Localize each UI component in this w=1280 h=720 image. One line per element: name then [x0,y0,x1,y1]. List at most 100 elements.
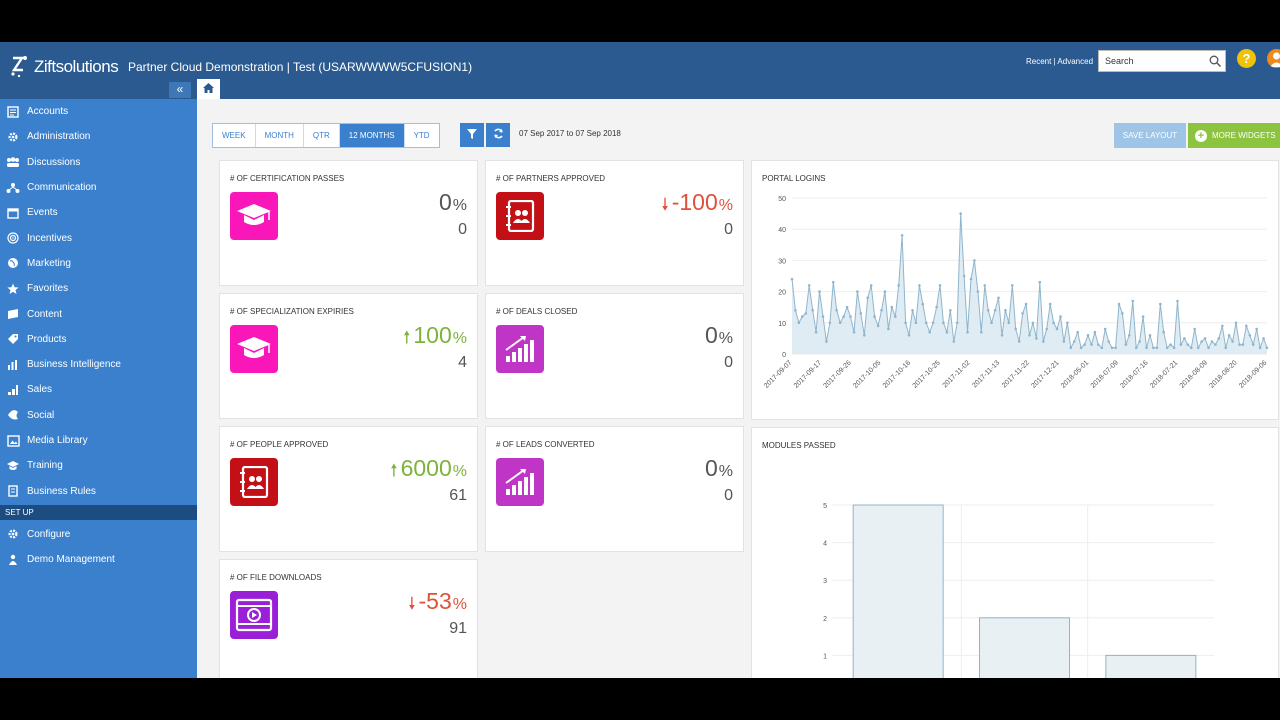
sidebar-item-sales[interactable]: Sales [0,377,197,402]
sidebar-item-configure[interactable]: Configure [0,522,197,547]
data-point [969,277,973,281]
data-point [1066,321,1069,325]
data-point [1045,327,1048,331]
setup-list: Configure Demo Management [0,522,197,573]
help-button[interactable]: ? [1237,49,1256,68]
sidebar-item-label: Discussions [27,156,81,168]
rules-icon [6,485,20,497]
stat-widget: # OF DEALS CLOSED 0% 0 [485,293,744,419]
data-point [801,315,804,318]
data-point [1128,334,1131,337]
range-qtr-button[interactable]: QTR [304,124,340,147]
data-point [1042,340,1045,343]
filter-button[interactable] [460,123,484,147]
widget-title: # OF DEALS CLOSED [496,307,578,316]
range-ytd-button[interactable]: YTD [413,131,430,140]
setup-section-header: SET UP [0,504,197,520]
sidebar-item-business-rules[interactable]: Business Rules [0,478,197,503]
data-point [1107,340,1110,343]
percent-sign: % [452,330,467,347]
sidebar-item-label: Products [27,333,67,345]
modules-passed-chart: 012345Introduction to Selling the TAMCO … [823,503,1214,678]
sidebar-item-administration[interactable]: Administration [0,124,197,149]
data-point [1203,337,1207,340]
data-point [1038,280,1042,284]
arrow-down-icon: 🠗 [661,195,669,214]
communication-icon [6,182,20,194]
data-point [1017,340,1021,343]
data-point [1145,346,1148,350]
sidebar-item-events[interactable]: Events [0,200,197,225]
globe-icon [6,257,20,269]
data-point [1152,346,1155,350]
sidebar-item-discussions[interactable]: Discussions [0,150,197,175]
search-box[interactable] [1098,50,1226,72]
sidebar-item-incentives[interactable]: Incentives [0,225,197,250]
data-point [807,284,811,287]
percent-value: 100 [413,322,452,348]
recent-advanced-links[interactable]: Recent | Advanced [1026,57,1094,66]
data-point [1134,346,1138,350]
portal-logins-widget: PORTAL LOGINS 0 10 20 30 40 50 2017-09-07 2017-… [751,160,1279,420]
stat-widget: # OF FILE DOWNLOADS 🠗 -53% 91 [219,559,478,678]
modules-passed-widget: MODULES PASSED 012345Introduction to Sel… [751,427,1279,678]
percent-value: 6000 [400,455,452,481]
data-point [821,315,825,318]
logo-text: Ziftsolutions [34,57,119,76]
data-point [945,330,949,334]
data-point [835,309,838,312]
sidebar-item-favorites[interactable]: Favorites [0,276,197,301]
target-icon [6,232,20,244]
home-tab[interactable] [197,79,220,99]
range-week-button[interactable]: WEEK [213,124,256,147]
collapse-sidebar-button[interactable]: « [169,82,191,98]
search-input[interactable] [1099,51,1199,71]
sidebar-item-training[interactable]: Training [0,453,197,478]
sidebar-item-demo-management[interactable]: Demo Management [0,547,197,572]
save-layout-button[interactable]: SAVE LAYOUT [1114,123,1186,148]
sidebar-item-accounts[interactable]: Accounts [0,99,197,124]
sidebar-item-label: Administration [27,131,91,143]
sidebar-item-social[interactable]: Social [0,403,197,428]
range-12-months-button[interactable]: 12 MONTHS [339,124,405,147]
data-point [859,312,863,315]
content-icon [6,308,20,320]
data-point [790,277,794,281]
data-point [918,284,921,287]
data-point [1155,346,1159,350]
nav-list: Accounts Administration Discussions Communi… [0,99,197,504]
sidebar-item-media-library[interactable]: Media Library [0,428,197,453]
sidebar-item-business-intelligence[interactable]: Business Intelligence [0,352,197,377]
data-point [1210,340,1214,343]
percent-change: 0% [439,189,467,216]
more-widgets-button[interactable]: + MORE WIDGETS [1188,123,1280,148]
widget-title: # OF PEOPLE APPROVED [230,440,329,449]
data-point [1179,343,1183,346]
data-point [811,309,814,312]
growth-chart-icon [496,325,544,373]
count-value: 0 [724,221,733,238]
sidebar-item-label: Configure [27,528,71,540]
data-point [990,321,993,325]
sidebar-item-communication[interactable]: Communication [0,175,197,200]
user-avatar[interactable] [1267,49,1280,68]
data-point [904,321,907,325]
refresh-button[interactable] [486,123,510,147]
data-point [900,234,904,237]
y-tick-label: 40 [778,227,786,234]
stat-widget: # OF CERTIFICATION PASSES 0% 0 [219,160,478,286]
data-point [1086,334,1090,337]
sidebar-item-label: Marketing [27,257,71,269]
tag-icon [6,333,20,345]
count-value: 0 [724,354,733,371]
logo[interactable]: Ziftsolutions [10,50,119,84]
sidebar-item-content[interactable]: Content [0,301,197,326]
sidebar-item-marketing[interactable]: Marketing [0,251,197,276]
data-point [1031,321,1035,325]
data-point [880,309,883,312]
x-tick-label: 2017-10-05 [852,359,882,389]
sidebar-item-products[interactable]: Products [0,327,197,352]
search-icon[interactable] [1209,54,1222,72]
range-month-button[interactable]: MONTH [256,124,304,147]
data-point [1221,324,1224,328]
